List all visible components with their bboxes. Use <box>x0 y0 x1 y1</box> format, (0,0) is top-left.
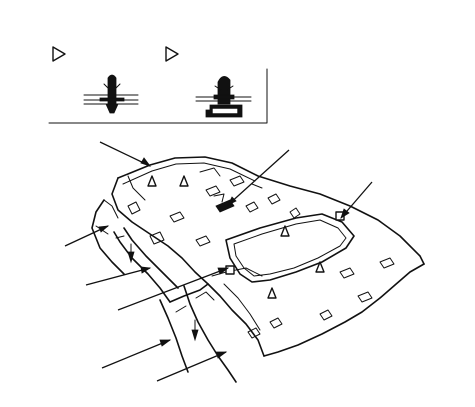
callout-leader <box>227 149 290 206</box>
callout-leader <box>117 267 230 311</box>
callout-leader <box>99 141 152 167</box>
sunroof-clip-icon <box>195 76 252 118</box>
callout-leader <box>64 225 110 247</box>
callout-leader <box>156 351 228 382</box>
callout-leader <box>101 339 172 369</box>
callout-leader <box>85 266 152 286</box>
push-clip-icon <box>83 74 139 114</box>
callout-leaders <box>64 141 373 382</box>
headliner-details <box>127 167 395 339</box>
clip-legend <box>48 46 268 124</box>
triangle-marker-icon <box>52 46 66 62</box>
sunroof-opening <box>225 211 355 299</box>
callout-leader <box>340 181 373 219</box>
triangle-marker-icon <box>165 46 179 62</box>
